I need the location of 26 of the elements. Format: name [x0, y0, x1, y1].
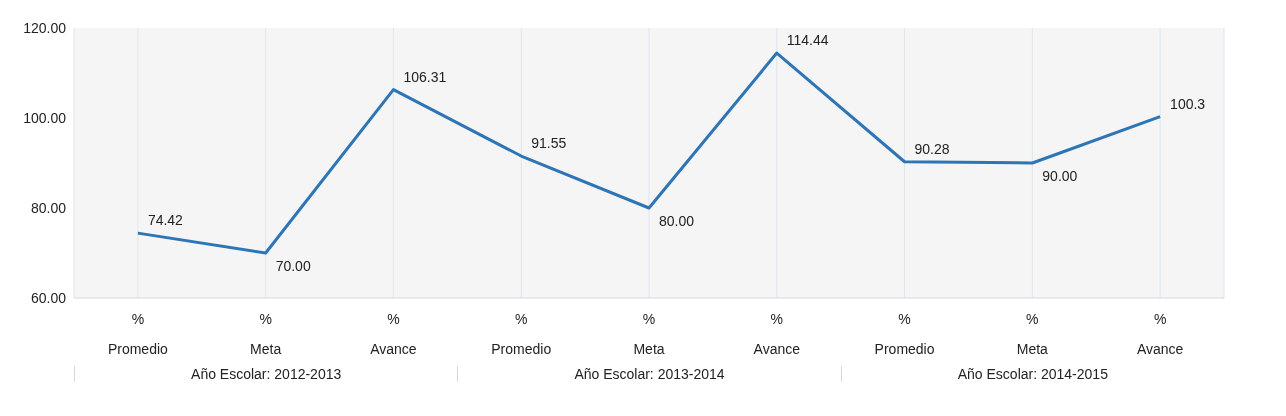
data-label: 90.28 [914, 140, 950, 157]
data-label: 70.00 [275, 258, 311, 274]
data-label: 74.42 [147, 212, 184, 229]
y-tick-label: 120.00 [23, 19, 67, 36]
x-tick-label: % Meta [250, 311, 282, 357]
data-label: 91.55 [531, 135, 567, 152]
x-tick-label: % Promedio [874, 311, 935, 357]
x-tick-label: % Meta [1016, 311, 1049, 357]
y-tick-label: 60.00 [30, 289, 67, 306]
data-label: 100.3 [1170, 95, 1206, 112]
data-label: 114.44 [786, 32, 829, 49]
x-tick-label: % Promedio [107, 311, 169, 357]
data-label: 106.31 [403, 68, 447, 85]
x-tick-label: % Avance [1136, 311, 1184, 357]
x-tick-label: % Avance [753, 311, 801, 357]
x-tick-label: % Meta [633, 311, 665, 357]
text: Año Escolar: 2014-2015 [840, 366, 1224, 382]
x-tick-label: % Promedio [491, 311, 552, 357]
text: Año Escolar: 2012-2013 [74, 366, 458, 382]
y-tick-label: 80.00 [30, 199, 67, 216]
line-series [136, 51, 1162, 255]
data-label: 80.00 [659, 213, 695, 229]
text: Año Escolar: 2013-2014 [457, 366, 841, 382]
data-label: 90.00 [1042, 168, 1078, 184]
x-tick-label: % Avance [370, 311, 417, 357]
y-tick-label: 100.00 [23, 109, 67, 126]
